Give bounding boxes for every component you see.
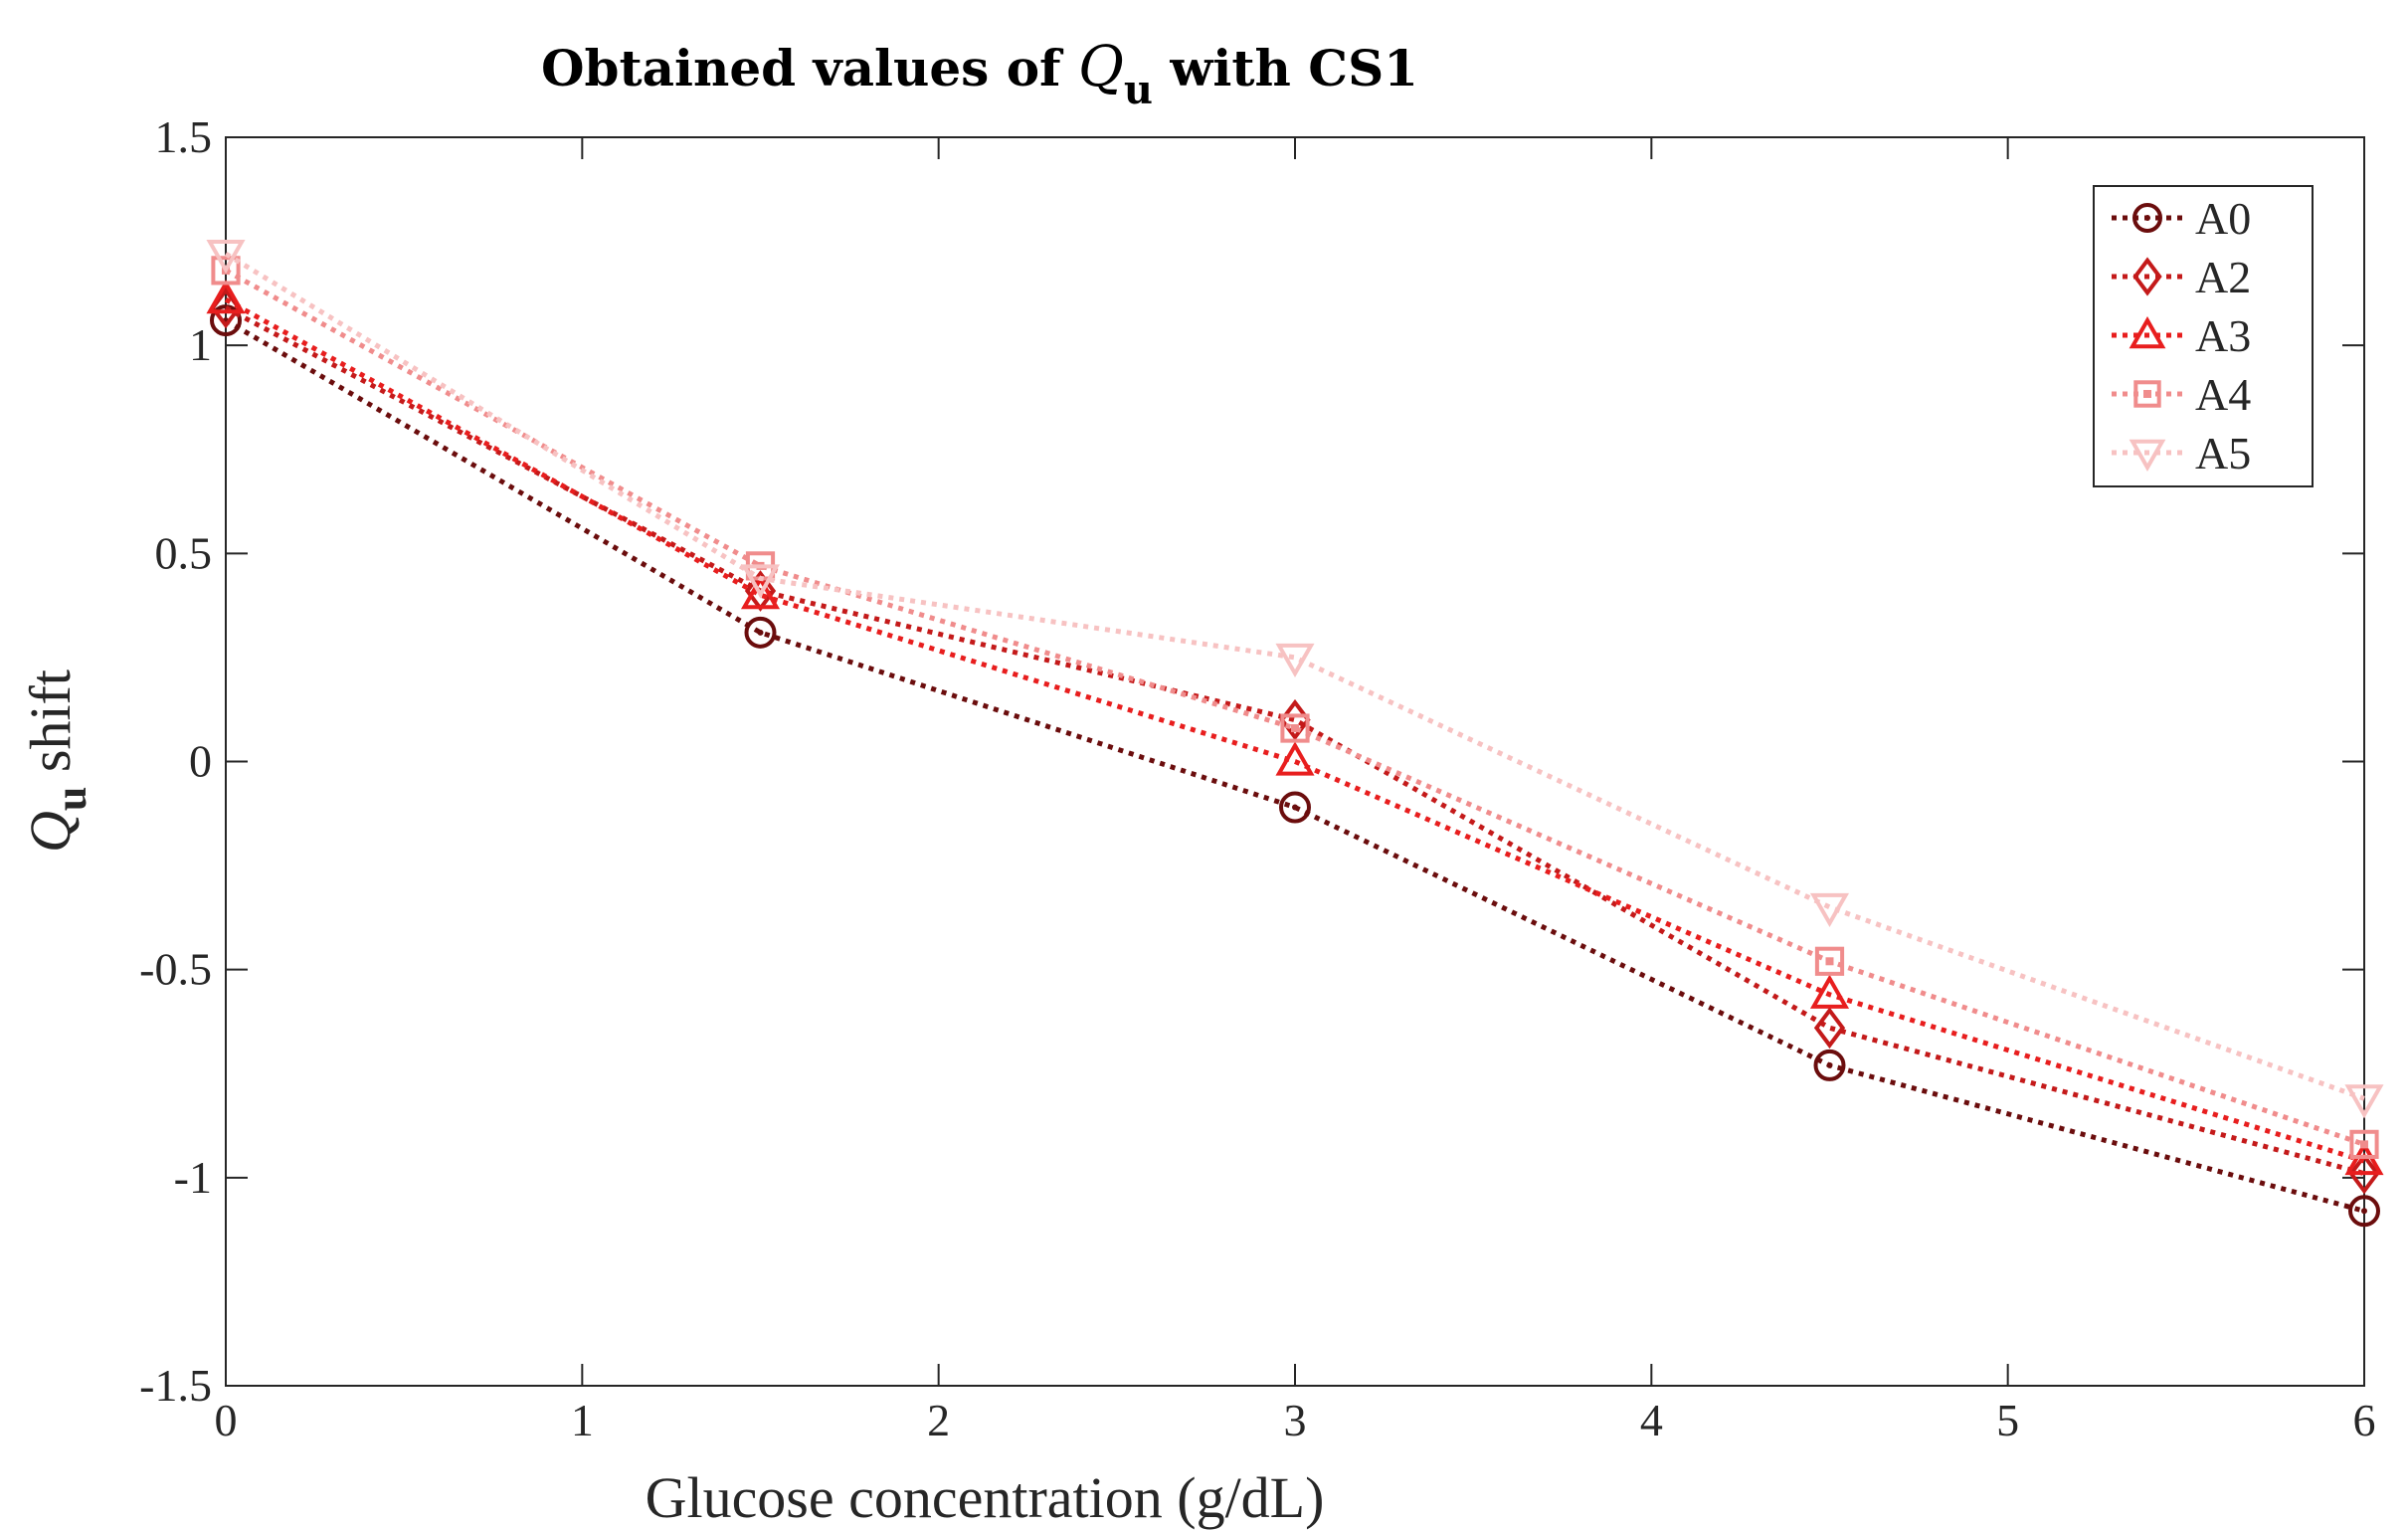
data-point-a3 (206, 280, 246, 314)
y-tick-label: -1 (174, 1152, 212, 1203)
series-line-a3 (224, 296, 2365, 1164)
legend-item-a0: A0 (2112, 193, 2251, 244)
data-point-a0 (1279, 791, 1311, 824)
data-point-a5 (206, 240, 246, 275)
series-a3 (206, 280, 2384, 1176)
data-point-a4 (1280, 713, 1310, 743)
series-a0 (210, 304, 2380, 1228)
legend: A0 A2 A3 A4 A5 (2093, 185, 2314, 487)
x-tick-label: 4 (1640, 1395, 1663, 1445)
legend-marker-a2 (2132, 257, 2162, 296)
legend-marker-a5 (2129, 439, 2166, 472)
legend-label: A5 (2195, 428, 2251, 478)
data-point-a0-center (757, 629, 764, 636)
y-tick-label: 1.5 (155, 111, 213, 162)
y-axis-label: Qu shift (18, 669, 95, 853)
data-point-a4-center (1825, 957, 1834, 966)
data-point-a4-center (2360, 1140, 2368, 1149)
y-tick-label: 1 (189, 319, 212, 370)
chart-title-symbol: Q (1078, 35, 1124, 99)
x-tick-label: 0 (215, 1395, 238, 1445)
x-tick-label: 2 (927, 1395, 950, 1445)
data-point-a0 (210, 304, 242, 337)
chart-title-prefix: Obtained values of (541, 39, 1078, 97)
data-point-a3 (1809, 974, 1850, 1009)
legend-label: A4 (2195, 369, 2251, 420)
y-axis-label-text: shift (18, 669, 83, 787)
chart-title-suffix: with CS1 (1153, 39, 1418, 97)
legend-item-a2: A2 (2112, 252, 2251, 302)
series-line-a0 (224, 317, 2365, 1214)
data-point-a5 (1275, 643, 1315, 678)
legend-marker-a3 (2129, 316, 2166, 349)
legend-item-a4: A4 (2112, 369, 2251, 420)
data-point-a4 (2349, 1129, 2379, 1159)
legend-marker-a4 (2133, 380, 2161, 408)
legend-marker-a0-center (2144, 215, 2150, 221)
axes: 0 1 2 3 4 5 6 -1.5 -1 -0.5 0 0.5 1 1.5 (139, 111, 2375, 1445)
data-point-a0 (1813, 1049, 1846, 1081)
series-line-a5 (224, 251, 2365, 1101)
data-point-a2 (2348, 1152, 2380, 1195)
legend-item-a3: A3 (2112, 310, 2251, 361)
data-point-a0-center (1292, 804, 1298, 811)
legend-marker-a0 (2132, 203, 2162, 233)
legend-item-a5: A5 (2112, 428, 2251, 478)
legend-marker-a4-center (2143, 390, 2151, 398)
data-point-a3 (2344, 1140, 2384, 1176)
legend-box (2093, 185, 2314, 487)
data-point-a0 (2348, 1195, 2380, 1228)
data-point-a2 (1813, 1007, 1846, 1050)
x-tick-label: 5 (1996, 1395, 2019, 1445)
series-line-a4 (224, 268, 2365, 1147)
series-a5 (206, 240, 2384, 1119)
data-point-a5 (2344, 1084, 2384, 1119)
data-point-a0-center (2361, 1208, 2367, 1215)
data-point-a5 (740, 564, 781, 599)
data-point-a4 (211, 256, 241, 286)
data-point-a3 (1275, 741, 1315, 776)
y-axis-label-subscript: u (47, 787, 95, 811)
legend-label: A0 (2195, 193, 2251, 244)
data-point-a3 (740, 575, 781, 610)
x-axis-label: Glucose concentration (g/dL) (646, 1465, 1325, 1530)
series-group (206, 240, 2384, 1228)
y-tick-label: 0 (189, 736, 212, 787)
y-tick-label: -0.5 (139, 944, 212, 995)
x-tick-label: 3 (1284, 1395, 1307, 1445)
data-point-a4-center (1291, 724, 1299, 733)
y-tick-label: -1.5 (139, 1360, 212, 1411)
chart-title: Obtained values of Qu with CS1 (541, 35, 1418, 113)
data-point-a0 (744, 616, 777, 649)
y-tick-label: 0.5 (155, 527, 213, 578)
data-point-a4 (1814, 946, 1845, 976)
data-point-a0-center (1826, 1061, 1833, 1068)
legend-label: A3 (2195, 310, 2251, 361)
data-point-a5 (1809, 892, 1850, 928)
x-tick-label: 1 (571, 1395, 594, 1445)
y-axis-label-symbol: Q (18, 811, 83, 853)
x-tick-label: 6 (2353, 1395, 2376, 1445)
chart-title-subscript: u (1124, 67, 1153, 113)
legend-label: A2 (2195, 252, 2251, 302)
